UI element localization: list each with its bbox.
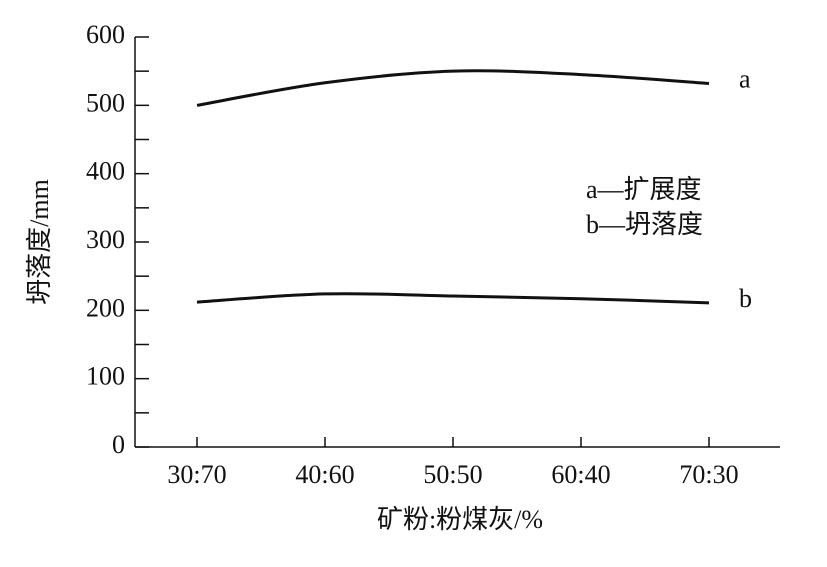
y-tick-label: 100	[86, 362, 125, 391]
legend-entry: b—坍落度	[586, 210, 703, 239]
y-axis-label: 坍落度/mm	[25, 179, 54, 305]
x-tick-label: 30:70	[167, 460, 226, 489]
y-tick-label: 500	[86, 88, 125, 117]
x-tick-label: 70:30	[679, 460, 738, 489]
line	[196, 292, 710, 305]
x-tick-label: 60:40	[551, 460, 610, 489]
y-tick-label: 400	[86, 157, 125, 186]
y-tick-label: 0	[112, 430, 125, 459]
x-tick-label: 50:50	[423, 460, 482, 489]
legend-entry: a—扩展度	[586, 175, 702, 204]
x-axis-label: 矿粉:粉煤灰/%	[377, 505, 543, 534]
x-tick-label: 40:60	[295, 460, 354, 489]
y-tick-label: 300	[86, 225, 125, 254]
series-label: a	[739, 64, 751, 93]
line	[196, 69, 710, 107]
y-tick-label: 600	[86, 20, 125, 49]
series-label: b	[739, 284, 752, 313]
y-tick-label: 200	[86, 293, 125, 322]
